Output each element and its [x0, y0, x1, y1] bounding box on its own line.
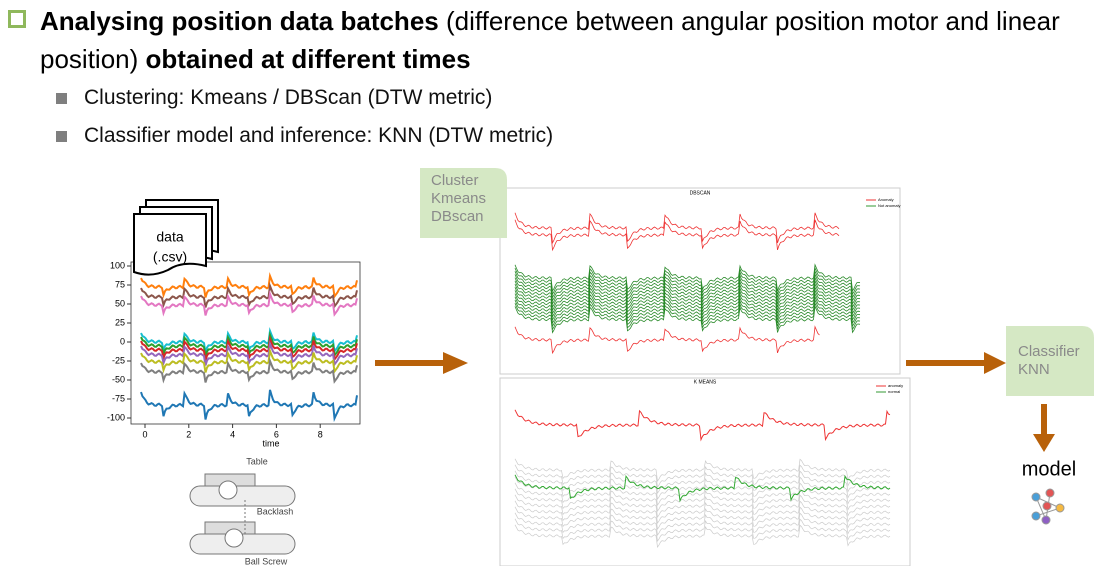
- title-bold: obtained at different times: [145, 44, 471, 74]
- legend-entry: anomaly: [888, 383, 903, 388]
- trace: [514, 266, 861, 296]
- trace: [514, 285, 861, 315]
- x-tick-label: 4: [230, 429, 235, 439]
- y-tick-label: -50: [112, 374, 125, 384]
- kmeans-panel: [499, 377, 911, 566]
- main-bullet: Analysing position data batches (differe…: [40, 2, 1115, 78]
- trace: [140, 346, 358, 374]
- x-axis-label: time: [262, 438, 279, 448]
- trace: [140, 389, 358, 423]
- trace: [140, 289, 358, 317]
- trace: [514, 512, 891, 537]
- checkbox-bullet: [8, 10, 26, 28]
- file-stack: [133, 199, 219, 276]
- trace: [514, 458, 891, 483]
- title-text: (difference between angular position mot…: [40, 6, 1060, 74]
- y-tick-label: 100: [110, 260, 125, 270]
- trace: [514, 494, 891, 519]
- trace: [140, 271, 358, 299]
- trace: [514, 276, 861, 305]
- trace: [514, 518, 891, 543]
- box-label: DBscan: [431, 208, 484, 225]
- x-tick-label: 6: [274, 429, 279, 439]
- plot-title: DBSCAN: [690, 190, 711, 196]
- trace: [514, 409, 891, 442]
- y-tick-label: -25: [112, 355, 125, 365]
- y-tick-label: 75: [115, 279, 125, 289]
- mechanism-label: Backlash: [257, 506, 294, 516]
- trace: [514, 482, 891, 507]
- trace: [514, 304, 861, 334]
- classifier-box: [1006, 326, 1094, 396]
- trace: [514, 295, 861, 325]
- sub-bullet: Classifier model and inference: KNN (DTW…: [84, 124, 554, 147]
- trace: [514, 506, 891, 531]
- output-label: model: [1022, 458, 1076, 480]
- sub-bullet-marker: [56, 93, 67, 104]
- arrow: [906, 352, 1006, 374]
- sub-bullet-marker: [56, 131, 67, 142]
- trace: [514, 269, 861, 299]
- trace: [514, 219, 840, 252]
- trace: [514, 488, 891, 513]
- dbscan-panel: [499, 187, 901, 375]
- title-bold: Analysing position data batches: [40, 6, 439, 36]
- trace: [514, 292, 861, 321]
- mechanism-label: Ball Screw: [245, 556, 288, 566]
- trace: [514, 470, 891, 495]
- file-label: data: [156, 229, 183, 245]
- plot-frame: [130, 261, 361, 425]
- arrow: [375, 352, 468, 374]
- legend-entry: Not anomaly: [878, 203, 900, 208]
- y-tick-label: -100: [107, 412, 125, 422]
- trace: [514, 279, 861, 309]
- time-plot: 100 75 50 25 0 -25 -50 -75 -100 0 2 4 6 8 time: [107, 260, 358, 448]
- trace: [514, 263, 861, 293]
- y-tick-label: 25: [115, 317, 125, 327]
- model-icon: [1031, 488, 1065, 525]
- trace: [514, 212, 840, 245]
- y-tick-label: -75: [112, 393, 125, 403]
- x-tick-label: 2: [186, 429, 191, 439]
- box-label: Kmeans: [431, 190, 486, 207]
- trace: [514, 282, 861, 312]
- plot-title: K MEANS: [694, 379, 717, 385]
- trace: [514, 301, 861, 331]
- trace: [140, 339, 358, 367]
- trace: [514, 272, 861, 302]
- mechanism-sketch: [189, 473, 296, 555]
- trace: [514, 325, 820, 355]
- x-tick-label: 0: [142, 429, 147, 439]
- box-label: KNN: [1018, 361, 1050, 378]
- trace: [514, 298, 861, 328]
- box-label: Cluster: [431, 172, 479, 189]
- trace: [514, 524, 891, 549]
- cluster-plots: [514, 212, 891, 549]
- trace: [140, 356, 358, 384]
- x-tick-label: 8: [318, 429, 323, 439]
- legend-entry: normal: [888, 389, 900, 394]
- trace: [514, 288, 861, 318]
- mechanism-label: Table: [246, 456, 268, 466]
- arrow: [1033, 404, 1055, 452]
- legend-entry: Anomaly: [878, 197, 894, 202]
- trace: [514, 500, 891, 525]
- file-label: (.csv): [153, 249, 187, 265]
- y-tick-label: 0: [120, 336, 125, 346]
- trace: [514, 464, 891, 489]
- y-tick-label: 50: [115, 298, 125, 308]
- trace: [140, 281, 358, 309]
- trace: [514, 474, 891, 503]
- box-label: Classifier: [1018, 343, 1080, 360]
- sub-bullet: Clustering: Kmeans / DBScan (DTW metric): [84, 86, 493, 109]
- cluster-box: [420, 168, 507, 238]
